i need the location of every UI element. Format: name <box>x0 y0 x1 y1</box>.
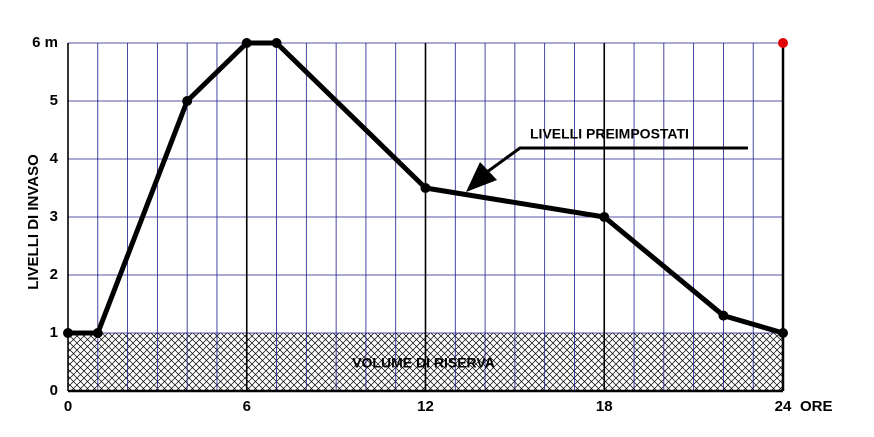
point <box>182 96 193 106</box>
x-tick-label: 6 <box>243 398 251 415</box>
point <box>92 328 103 338</box>
x-tick-label: 18 <box>596 398 613 415</box>
y-tick-label: 4 <box>50 150 59 167</box>
y-tick-label: 0 <box>50 382 58 399</box>
reserve-label: VOLUME DI RISERVA <box>352 355 495 371</box>
point <box>271 38 282 48</box>
y-tick-label: 3 <box>50 208 58 225</box>
point <box>63 328 73 338</box>
x-tick-label: 0 <box>64 398 72 415</box>
x-tick-label: 12 <box>417 398 434 415</box>
corner-dot <box>778 38 788 48</box>
point <box>718 310 729 321</box>
annotation-leader <box>486 146 748 174</box>
point <box>778 328 788 338</box>
x-tick-label: 24 <box>775 398 792 415</box>
y-tick-label: 1 <box>50 324 58 341</box>
y-tick-label: 6 m <box>32 34 58 51</box>
annotation: LIVELLI PREIMPOSTATI <box>530 126 689 142</box>
y-tick-label: 5 <box>50 92 58 109</box>
x-axis-label: ORE <box>800 398 833 415</box>
point <box>420 183 431 193</box>
point <box>241 38 252 48</box>
point <box>599 212 610 222</box>
y-axis-label: LIVELLI DI INVASO <box>25 154 42 290</box>
y-tick-label: 2 <box>50 266 58 283</box>
annotation-arrow <box>466 162 497 192</box>
